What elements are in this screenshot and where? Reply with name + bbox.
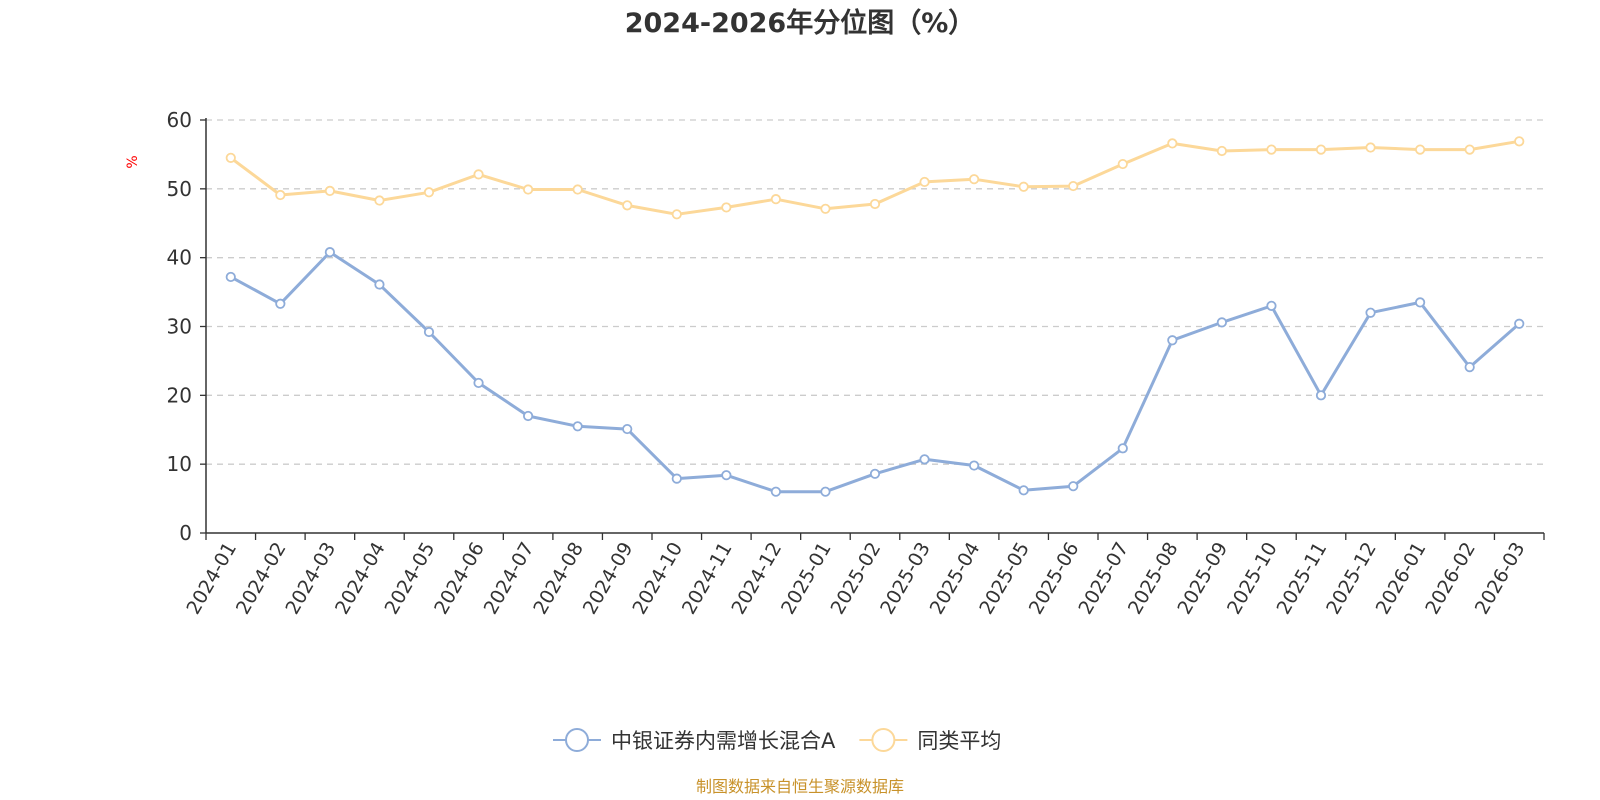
data-point xyxy=(324,185,335,196)
y-axis-unit-label: % xyxy=(125,155,141,168)
data-point xyxy=(1514,318,1525,329)
legend-label: 同类平均 xyxy=(917,729,1001,753)
data-point xyxy=(423,187,435,198)
data-point xyxy=(1018,485,1029,496)
series-2 xyxy=(225,136,1525,220)
y-tick-label: 40 xyxy=(167,246,192,270)
data-point xyxy=(869,468,881,479)
data-point xyxy=(1266,300,1277,311)
data-point xyxy=(969,460,980,471)
data-point xyxy=(572,421,583,432)
data-point xyxy=(820,203,831,214)
data-point xyxy=(1018,181,1029,192)
x-axis-ticks: 2024-012024-022024-032024-042024-052024-… xyxy=(182,533,1545,619)
source-note: 制图数据来自恒生聚源数据库 xyxy=(696,777,904,796)
data-point xyxy=(275,189,286,201)
chart-title: 2024-2026年分位图（%） xyxy=(625,7,976,39)
data-point xyxy=(1365,307,1376,318)
y-tick-label: 10 xyxy=(167,452,192,476)
legend-label: 中银证券内需增长混合A xyxy=(611,729,836,753)
data-point xyxy=(523,410,534,422)
data-point xyxy=(1216,145,1227,157)
y-axis-ticks: 0 10 20 30 40 50 60 xyxy=(167,108,206,545)
data-point xyxy=(671,473,682,484)
series-lines xyxy=(225,136,1525,497)
y-tick-label: 30 xyxy=(167,315,192,339)
x-tick-label: 2026-03 xyxy=(1471,539,1530,619)
data-point xyxy=(721,470,732,481)
data-point xyxy=(622,423,633,435)
data-point xyxy=(721,202,732,213)
data-point xyxy=(1315,144,1327,155)
data-point xyxy=(1068,180,1079,192)
data-point xyxy=(1365,142,1376,153)
data-point xyxy=(770,486,781,497)
legend[interactable]: 中银证券内需增长混合A 同类平均 xyxy=(553,728,1001,753)
data-point xyxy=(473,377,484,389)
data-point xyxy=(374,279,385,290)
data-point xyxy=(820,486,831,497)
data-point xyxy=(1315,390,1327,401)
data-point xyxy=(1216,317,1227,328)
axes xyxy=(205,118,1544,534)
legend-marker xyxy=(565,728,589,752)
legend-item-1[interactable]: 中银证券内需增长混合A xyxy=(553,728,836,753)
data-point xyxy=(919,454,930,465)
legend-marker xyxy=(871,728,896,752)
gridlines xyxy=(206,119,1544,465)
data-point xyxy=(324,247,335,258)
y-tick-label: 20 xyxy=(167,383,192,407)
data-point xyxy=(523,184,534,195)
legend-item-2[interactable]: 同类平均 xyxy=(859,728,1001,753)
data-point xyxy=(1514,136,1525,147)
series-line xyxy=(230,250,1521,494)
y-tick-label: 0 xyxy=(179,521,192,545)
data-point xyxy=(1068,481,1079,492)
data-point xyxy=(1117,158,1128,170)
data-point xyxy=(423,326,435,338)
data-point xyxy=(622,200,633,211)
data-point xyxy=(1464,144,1475,155)
data-point xyxy=(473,169,484,180)
data-point xyxy=(1415,297,1426,308)
data-point xyxy=(1266,144,1277,155)
data-point xyxy=(671,209,682,220)
data-point xyxy=(1167,335,1178,346)
data-point xyxy=(869,198,881,210)
data-point xyxy=(225,152,236,163)
y-tick-label: 50 xyxy=(167,177,192,201)
data-point xyxy=(770,194,781,205)
data-point xyxy=(275,298,286,309)
data-point xyxy=(1167,138,1178,149)
data-point xyxy=(1464,362,1475,373)
data-point xyxy=(969,174,980,185)
data-point xyxy=(1117,443,1128,454)
data-point xyxy=(919,176,930,188)
series-1 xyxy=(225,247,1525,497)
y-tick-label: 60 xyxy=(167,108,192,132)
data-point xyxy=(225,271,236,283)
data-point xyxy=(572,184,583,195)
data-point xyxy=(1415,144,1426,155)
data-point xyxy=(374,195,385,206)
